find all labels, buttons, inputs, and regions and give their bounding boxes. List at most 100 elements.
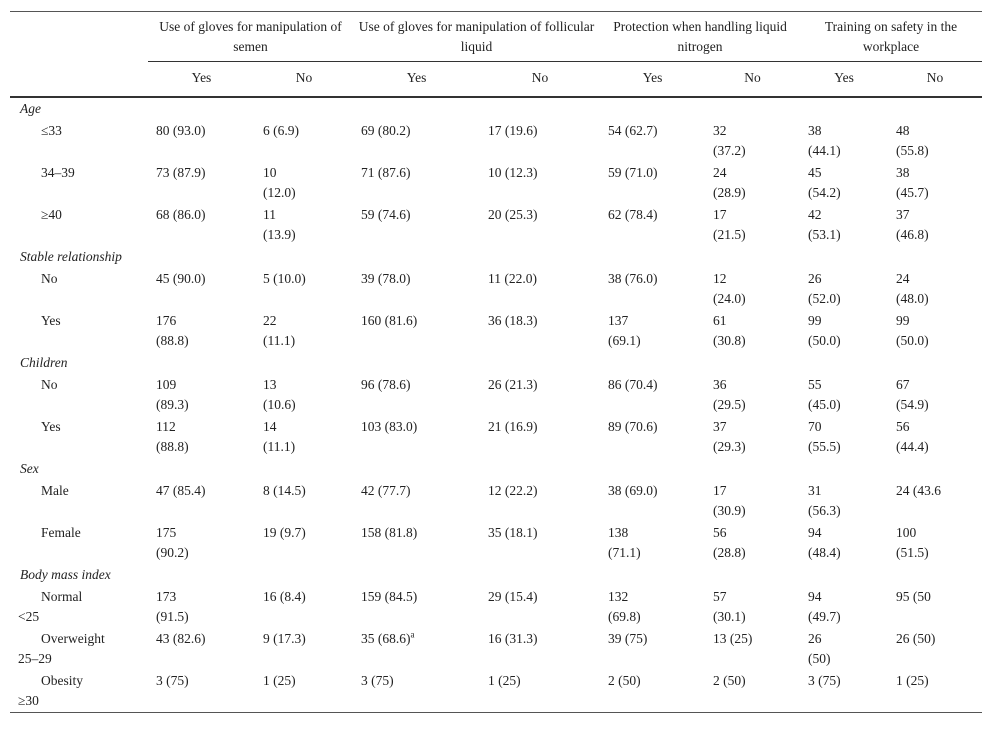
- subheader: Yes: [600, 61, 706, 98]
- section-label: Children: [20, 355, 68, 370]
- table-body: Age ≤33 80 (93.0) 6 (6.9) 69 (80.2) 17 (19.6)…: [10, 97, 982, 713]
- cell: 37 (46.8): [896, 207, 929, 242]
- cell: 16 (31.3): [488, 631, 538, 646]
- row-label: No: [41, 271, 58, 286]
- cell: 19 (9.7): [263, 525, 306, 540]
- cell: 56 (28.8): [713, 525, 746, 560]
- cell: 61 (30.8): [713, 313, 746, 348]
- cell: 100 (51.5): [896, 525, 929, 560]
- cell: 24 (43.6: [896, 483, 942, 498]
- cell: 6 (6.9): [263, 123, 299, 138]
- cell: 138 (71.1): [608, 525, 641, 560]
- cell: 26 (52.0): [808, 271, 841, 306]
- cell: 54 (62.7): [608, 123, 658, 138]
- cell: 59 (74.6): [361, 207, 411, 222]
- subheader: No: [480, 61, 601, 98]
- row-label: No: [41, 377, 58, 392]
- group-header: Protection when handling liquid nitrogen: [600, 11, 801, 62]
- cell: 10 (12.3): [488, 165, 538, 180]
- data-table: Use of gloves for manipulation of semen U…: [10, 11, 983, 713]
- cell: 132 (69.8): [608, 589, 641, 624]
- cell: 73 (87.9): [156, 165, 206, 180]
- cell: 2 (50): [608, 673, 641, 688]
- section-row: Stable relationship: [10, 246, 982, 268]
- cell: 36 (29.5): [713, 377, 746, 412]
- cell: 3 (75): [361, 673, 394, 688]
- subheader-row: Yes No Yes No Yes No Yes No: [10, 61, 983, 98]
- data-row: No 109 (89.3) 13 (10.6) 96 (78.6) 26 (21.3) 8…: [10, 374, 982, 416]
- subheader: Yes: [353, 61, 481, 98]
- cell: 31 (56.3): [808, 483, 841, 518]
- cell-text: 35 (68.6): [361, 631, 411, 646]
- cell: 94 (48.4): [808, 525, 841, 560]
- cell: 160 (81.6): [361, 313, 418, 328]
- cell: 173 (91.5): [156, 589, 189, 624]
- cell: 1 (25): [488, 673, 521, 688]
- data-row: No 45 (90.0) 5 (10.0) 39 (78.0) 11 (22.0) 38 …: [10, 268, 982, 310]
- cell: 176 (88.8): [156, 313, 189, 348]
- data-row: Obesity ≥30 3 (75) 1 (25) 3 (75) 1 (25) 2 (50…: [10, 670, 982, 713]
- corner-cell: [10, 12, 148, 62]
- cell: 2 (50): [713, 673, 746, 688]
- cell: 109 (89.3): [156, 377, 189, 412]
- data-row: ≤33 80 (93.0) 6 (6.9) 69 (80.2) 17 (19.6) 54 …: [10, 120, 982, 162]
- subheader: No: [888, 61, 983, 98]
- section-row: Sex: [10, 458, 982, 480]
- cell: 14 (11.1): [263, 419, 296, 454]
- cell: 32 (37.2): [713, 123, 746, 158]
- cell: 24 (48.0): [896, 271, 929, 306]
- row-label: ≥40: [41, 207, 62, 222]
- data-row: Female 175 (90.2) 19 (9.7) 158 (81.8) 35 (18…: [10, 522, 982, 564]
- row-label: Yes: [41, 313, 61, 328]
- cell: 1 (25): [896, 673, 929, 688]
- cell: 67 (54.9): [896, 377, 929, 412]
- cell: 45 (54.2): [808, 165, 841, 200]
- cell: 38 (44.1): [808, 123, 841, 158]
- cell: 45 (90.0): [156, 271, 206, 286]
- cell: 56 (44.4): [896, 419, 929, 454]
- cell: 86 (70.4): [608, 377, 658, 392]
- cell: 35 (68.6)a: [353, 628, 480, 670]
- cell: 57 (30.1): [713, 589, 746, 624]
- section-row: Body mass index: [10, 564, 982, 586]
- cell: 69 (80.2): [361, 123, 411, 138]
- cell: 94 (49.7): [808, 589, 841, 624]
- cell: 3 (75): [808, 673, 841, 688]
- cell: 48 (55.8): [896, 123, 929, 158]
- cell: 24 (28.9): [713, 165, 746, 200]
- section-label: Body mass index: [20, 567, 111, 582]
- cell: 96 (78.6): [361, 377, 411, 392]
- cell: 26 (50): [808, 631, 831, 666]
- row-label: ≤33: [41, 123, 62, 138]
- cell: 38 (45.7): [896, 165, 929, 200]
- cell: 59 (71.0): [608, 165, 658, 180]
- cell: 137 (69.1): [608, 313, 641, 348]
- row-label: Female: [41, 525, 81, 540]
- row-label: Male: [41, 483, 69, 498]
- cell: 5 (10.0): [263, 271, 306, 286]
- subheader: No: [705, 61, 801, 98]
- cell: 13 (10.6): [263, 377, 296, 412]
- data-row: Overweight 25–29 43 (82.6) 9 (17.3) 35 (68.…: [10, 628, 982, 670]
- cell: 42 (53.1): [808, 207, 841, 242]
- data-row: ≥40 68 (86.0) 11 (13.9) 59 (74.6) 20 (25.3) 6…: [10, 204, 982, 246]
- subheader: Yes: [148, 61, 255, 98]
- cell: 55 (45.0): [808, 377, 841, 412]
- group-header-row: Use of gloves for manipulation of semen U…: [10, 11, 983, 62]
- cell: 26 (50): [896, 631, 936, 646]
- cell: 68 (86.0): [156, 207, 206, 222]
- cell: 12 (24.0): [713, 271, 746, 306]
- footnote-mark: a: [410, 629, 415, 640]
- cell: 21 (16.9): [488, 419, 538, 434]
- cell: 158 (81.8): [361, 525, 418, 540]
- cell: 159 (84.5): [361, 589, 418, 604]
- data-row: Yes 112 (88.8) 14 (11.1) 103 (83.0) 21 (16.9…: [10, 416, 982, 458]
- row-label: 34–39: [41, 165, 75, 180]
- section-label: Sex: [20, 461, 39, 476]
- cell: 1 (25): [263, 673, 296, 688]
- group-header: Use of gloves for manipulation of semen: [148, 11, 354, 62]
- cell: 3 (75): [156, 673, 189, 688]
- cell: 20 (25.3): [488, 207, 538, 222]
- cell: 175 (90.2): [156, 525, 189, 560]
